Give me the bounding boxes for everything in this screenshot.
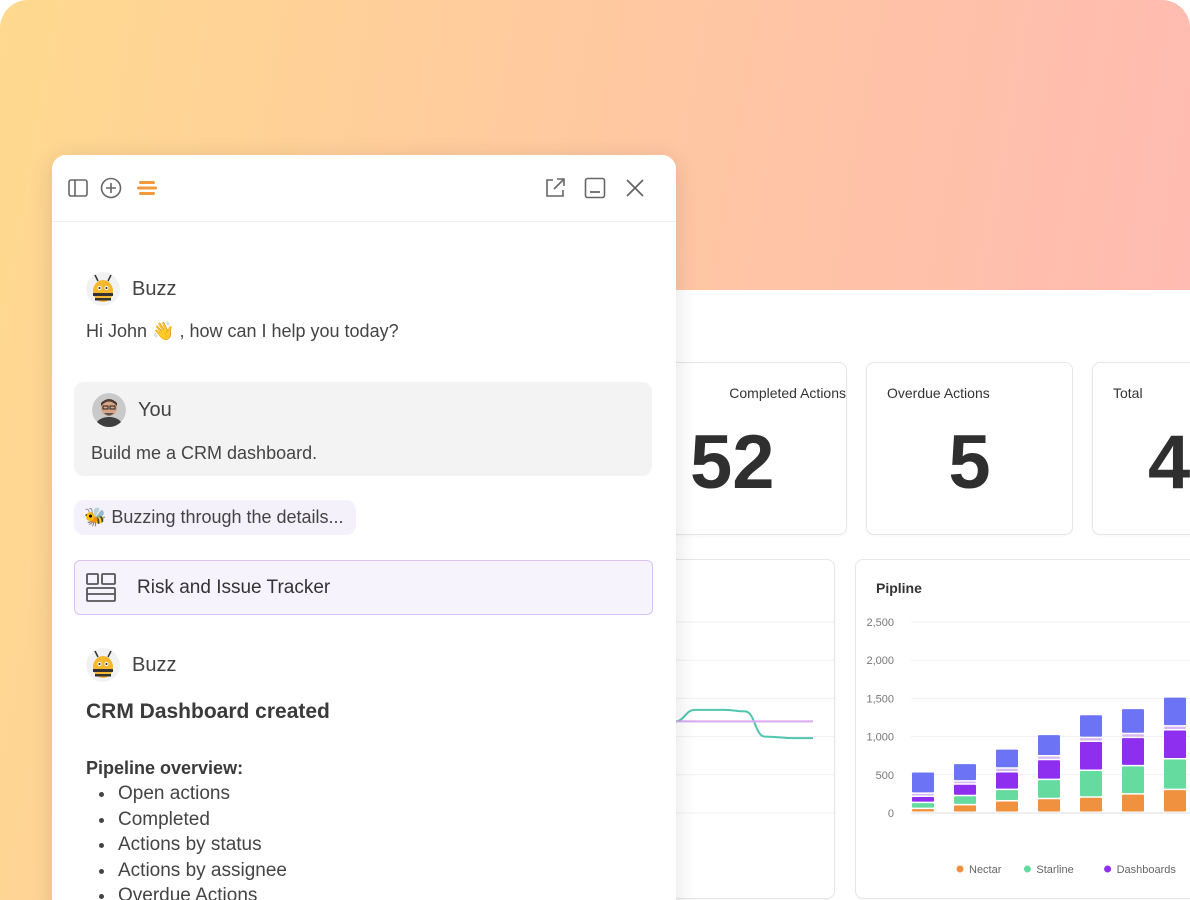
bar-segment bbox=[912, 809, 934, 812]
assistant-sender: Buzz bbox=[86, 648, 176, 682]
pipeline-chart: 2,500 2,000 1,500 1,000 500 0 Nectar Starline Da… bbox=[866, 617, 1190, 876]
assistant-chat-panel: Buzz Hi John 👋 , how can I help you toda… bbox=[52, 155, 676, 900]
y-tick-label: 1,500 bbox=[866, 693, 894, 705]
thinking-status: 🐝 Buzzing through the details... bbox=[74, 500, 356, 535]
bar-segment bbox=[1164, 759, 1186, 789]
bar-segment bbox=[954, 796, 976, 804]
stat-card-overdue: Overdue Actions 5 bbox=[866, 362, 1073, 535]
bar-segment bbox=[1122, 738, 1144, 765]
bar-segment bbox=[954, 784, 976, 795]
user-avatar bbox=[92, 393, 126, 427]
user-message-bubble: You Build me a CRM dashboard. bbox=[74, 382, 652, 476]
legend-marker bbox=[956, 865, 964, 873]
y-tick-label: 0 bbox=[888, 808, 894, 820]
bar-segment bbox=[1164, 697, 1186, 726]
overview-list: Open actions Completed Actions by status… bbox=[86, 781, 287, 900]
bar-segment bbox=[1038, 780, 1060, 798]
series-line bbox=[674, 708, 813, 740]
bar-segment bbox=[912, 793, 934, 796]
bar-segment bbox=[1038, 799, 1060, 812]
assistant-greeting: Hi John 👋 , how can I help you today? bbox=[86, 321, 399, 341]
stat-card-total: Total 4 bbox=[1092, 362, 1190, 535]
bar-segment bbox=[1122, 794, 1144, 812]
bar-segment bbox=[1038, 756, 1060, 759]
stat-title: Total bbox=[1113, 385, 1143, 401]
user-message-text: Build me a CRM dashboard. bbox=[91, 443, 318, 463]
bee-avatar-icon bbox=[86, 272, 120, 306]
sidebar-toggle-icon[interactable] bbox=[66, 176, 90, 200]
y-tick-label: 2,500 bbox=[866, 617, 894, 629]
open-external-icon[interactable] bbox=[543, 176, 567, 200]
bar-segment bbox=[996, 768, 1018, 772]
legend-label: Dashboards bbox=[1117, 864, 1177, 876]
y-tick-label: 1,000 bbox=[866, 732, 894, 744]
legend-label: Nectar bbox=[969, 864, 1002, 876]
legend-marker bbox=[1023, 865, 1031, 873]
legend-label: Starline bbox=[1036, 864, 1073, 876]
bar-segment bbox=[996, 772, 1018, 789]
bar-segment bbox=[1038, 760, 1060, 779]
dashboard: Completed Actions 52 Overdue Actions 5 T… bbox=[634, 290, 1190, 900]
bar-segment bbox=[912, 772, 934, 793]
pipeline-chart-card: Pipline 2,500 2,000 1,500 1,000 500 0 Nectar St… bbox=[855, 559, 1190, 899]
bar-segment bbox=[1080, 715, 1102, 737]
bar-segment bbox=[996, 801, 1018, 812]
artifact-label: Risk and Issue Tracker bbox=[137, 576, 331, 598]
bar-segment bbox=[1080, 738, 1102, 741]
pipeline-chart-title: Pipline bbox=[876, 580, 922, 596]
bar-segment bbox=[996, 749, 1018, 768]
chat-header bbox=[52, 155, 676, 222]
bee-avatar-icon bbox=[86, 648, 120, 682]
user-sender: You bbox=[92, 393, 172, 427]
bar-segment bbox=[1164, 790, 1186, 812]
bar-segment bbox=[1122, 709, 1144, 733]
logo-icon bbox=[137, 181, 157, 195]
y-tick-label: 500 bbox=[876, 770, 894, 782]
bar-segment bbox=[954, 781, 976, 784]
list-item: Actions by status bbox=[116, 832, 287, 858]
bar-segment bbox=[1080, 741, 1102, 770]
new-chat-icon[interactable] bbox=[99, 176, 123, 200]
list-item: Open actions bbox=[116, 781, 287, 807]
bar-segment bbox=[912, 803, 934, 808]
list-item: Completed bbox=[116, 807, 287, 833]
bar-segment bbox=[1122, 734, 1144, 737]
bar-segment bbox=[954, 805, 976, 812]
bar-segment bbox=[1038, 735, 1060, 755]
list-item: Actions by assignee bbox=[116, 858, 287, 884]
bar-segment bbox=[1164, 730, 1186, 759]
stat-value: 52 bbox=[690, 420, 775, 505]
minimize-icon[interactable] bbox=[583, 176, 607, 200]
list-item: Overdue Actions bbox=[116, 883, 287, 900]
assistant-sender: Buzz bbox=[86, 272, 176, 306]
bar-segment bbox=[954, 764, 976, 781]
stat-value: 5 bbox=[948, 420, 991, 505]
legend-marker bbox=[1104, 865, 1112, 873]
stat-title: Overdue Actions bbox=[887, 385, 990, 401]
sender-name: You bbox=[138, 398, 172, 421]
stat-value: 4 bbox=[1148, 420, 1190, 505]
overview-title: Pipeline overview: bbox=[86, 758, 244, 778]
close-icon[interactable] bbox=[623, 176, 647, 200]
bar-segment bbox=[1122, 766, 1144, 794]
sender-name: Buzz bbox=[132, 277, 177, 300]
bar-segment bbox=[912, 796, 934, 802]
dashboard-layout-icon bbox=[86, 572, 116, 602]
bar-segment bbox=[996, 790, 1018, 801]
sender-name: Buzz bbox=[132, 653, 177, 676]
artifact-card[interactable]: Risk and Issue Tracker bbox=[74, 560, 653, 615]
bar-segment bbox=[1164, 726, 1186, 729]
y-tick-label: 2,000 bbox=[866, 655, 894, 667]
bar-segment bbox=[1080, 797, 1102, 812]
bar-segment bbox=[1080, 770, 1102, 797]
stat-title: Completed Actions bbox=[729, 385, 846, 401]
response-title: CRM Dashboard created bbox=[86, 700, 330, 723]
